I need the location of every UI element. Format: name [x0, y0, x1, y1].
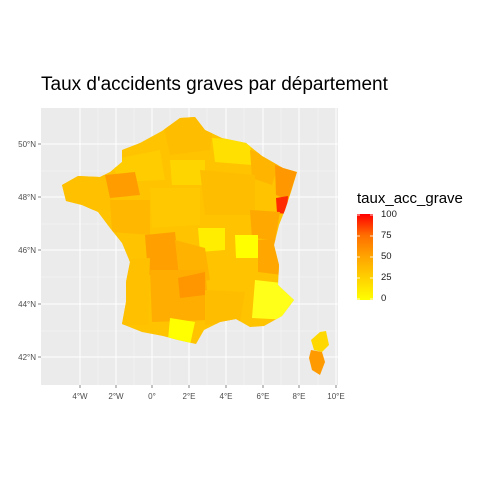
region-aquitaine — [122, 258, 150, 325]
region-ain — [235, 235, 258, 258]
region-champagne — [212, 138, 252, 165]
region-loire — [110, 200, 150, 235]
region-allier — [198, 228, 225, 252]
y-tick-label: 46°N — [18, 246, 36, 255]
region-ariege — [168, 318, 195, 344]
y-tick-label: 50°N — [18, 140, 36, 149]
corsica-haute-corse — [311, 331, 329, 352]
x-tick-label: 4°W — [72, 392, 88, 401]
department-haut-rhin — [276, 196, 288, 214]
y-tick-label: 48°N — [18, 193, 36, 202]
x-tick-label: 4°E — [220, 392, 233, 401]
x-tick-label: 6°E — [257, 392, 270, 401]
region-languedoc — [205, 290, 245, 325]
region-franche-comte — [250, 210, 280, 240]
region-limousin — [145, 232, 180, 275]
chart-title: Taux d'accidents graves par département — [41, 74, 388, 95]
x-tick-label: 10°E — [327, 392, 344, 401]
x-axis: 4°W 2°W 0° 2°E 4°E 6°E 8°E 10°E — [72, 385, 345, 401]
region-alsace — [275, 165, 297, 200]
region-burgundy — [200, 170, 255, 215]
region-mayenne — [105, 172, 140, 198]
x-tick-label: 8°E — [293, 392, 306, 401]
region-paris — [170, 160, 205, 185]
y-tick-label: 44°N — [18, 300, 36, 309]
legend-tick-label: 75 — [381, 230, 392, 241]
legend-tick-label: 50 — [381, 251, 392, 262]
legend-title: taux_acc_grave — [357, 190, 463, 207]
legend-tick-label: 25 — [381, 272, 392, 283]
corsica-corse-du-sud — [309, 350, 325, 375]
legend-tick-label: 0 — [381, 293, 387, 304]
region-centre — [150, 188, 200, 228]
y-tick-label: 42°N — [18, 353, 36, 362]
x-tick-label: 2°W — [108, 392, 124, 401]
region-brittany — [62, 175, 115, 210]
region-cantal — [178, 272, 205, 298]
y-axis: 50°N 48°N 46°N 44°N 42°N — [18, 140, 41, 362]
x-tick-label: 0° — [148, 392, 156, 401]
legend-colorbar — [357, 214, 373, 300]
corsica — [309, 331, 329, 375]
x-tick-label: 2°E — [183, 392, 196, 401]
legend-tick-label: 100 — [381, 209, 397, 220]
